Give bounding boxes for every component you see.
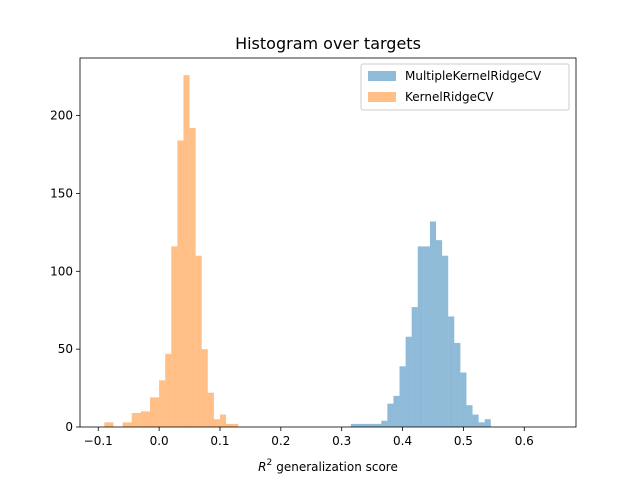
- histogram-bar: [140, 411, 150, 427]
- x-tick-label: −0.1: [84, 434, 113, 448]
- x-tick-label: 0.5: [454, 434, 473, 448]
- y-tick-label: 100: [50, 264, 73, 278]
- histogram-bar: [411, 307, 418, 427]
- histogram-bar: [448, 316, 455, 427]
- histogram-bar: [177, 140, 184, 427]
- histogram-bar: [226, 423, 233, 427]
- histogram-bar: [405, 336, 412, 427]
- x-tick-label: 0.0: [150, 434, 169, 448]
- histogram-bar: [219, 414, 227, 427]
- chart-title: Histogram over targets: [235, 34, 421, 53]
- histogram-bar: [213, 419, 220, 427]
- histogram-bar: [159, 380, 166, 427]
- histogram-bar: [189, 128, 196, 427]
- histogram-bar: [381, 420, 388, 427]
- histogram-bar: [131, 412, 141, 427]
- histogram-bar: [423, 246, 430, 427]
- histogram-bar: [201, 349, 208, 427]
- histogram-bar: [171, 246, 178, 427]
- histogram-bar: [183, 75, 190, 427]
- histogram-bar: [484, 419, 491, 427]
- legend-label-multiple-kernel-ridge-cv: MultipleKernelRidgeCV: [405, 69, 542, 83]
- x-axis-label-text: generalization score: [276, 460, 398, 474]
- histogram-bar: [375, 423, 382, 427]
- y-axis-ticks: 0 50 100 150 200: [50, 109, 80, 434]
- histogram-bar: [429, 221, 437, 427]
- histogram-bar: [460, 372, 467, 427]
- y-tick-label: 150: [50, 186, 73, 200]
- chart-legend: MultipleKernelRidgeCV KernelRidgeCV: [360, 63, 570, 111]
- histogram-bar: [149, 397, 160, 427]
- legend-box: [360, 63, 570, 111]
- histogram-bar: [466, 405, 473, 427]
- histogram-bar: [436, 240, 443, 427]
- histogram-bar: [165, 353, 172, 427]
- histogram-bar: [104, 422, 114, 427]
- histogram-bar: [350, 423, 357, 427]
- x-tick-label: 0.1: [210, 434, 229, 448]
- x-tick-label: 0.6: [515, 434, 534, 448]
- histogram-bar: [417, 246, 424, 427]
- histogram-bar: [478, 422, 485, 427]
- histogram-bar: [362, 423, 370, 427]
- histogram-bar: [232, 423, 239, 427]
- histogram-bar: [399, 366, 406, 427]
- legend-label-kernel-ridge-cv: KernelRidgeCV: [405, 90, 494, 104]
- histogram-bar: [195, 255, 202, 427]
- histogram-bar: [393, 395, 400, 427]
- x-tick-label: 0.4: [393, 434, 412, 448]
- histogram-bar: [356, 423, 363, 427]
- x-tick-label: 0.2: [271, 434, 290, 448]
- x-tick-label: 0.3: [332, 434, 351, 448]
- legend-swatch-multiple-kernel-ridge-cv: [368, 71, 396, 81]
- histogram-bar: [122, 422, 132, 427]
- histogram-bar: [442, 255, 449, 427]
- y-tick-label: 200: [50, 109, 73, 123]
- x-axis-label-prefix: R: [258, 460, 266, 474]
- plot-frame: [79, 57, 577, 428]
- series-kernel-ridge-cv: [104, 75, 239, 427]
- x-axis-label: R2 generalization score: [258, 458, 398, 474]
- x-axis-label-superscript: 2: [266, 458, 272, 468]
- series-multiple-kernel-ridge-cv: [350, 221, 491, 427]
- histogram-bar: [472, 414, 479, 427]
- y-tick-label: 50: [58, 342, 73, 356]
- histogram-bar: [207, 392, 214, 427]
- histogram-bars: [104, 75, 491, 427]
- histogram-bar: [369, 423, 376, 427]
- x-axis-ticks: −0.1 0.0 0.1 0.2 0.3 0.4 0.5 0.6: [84, 427, 534, 448]
- histogram-bar: [387, 403, 394, 427]
- histogram-bar: [454, 342, 461, 427]
- legend-swatch-kernel-ridge-cv: [368, 92, 396, 102]
- y-tick-label: 0: [65, 420, 73, 434]
